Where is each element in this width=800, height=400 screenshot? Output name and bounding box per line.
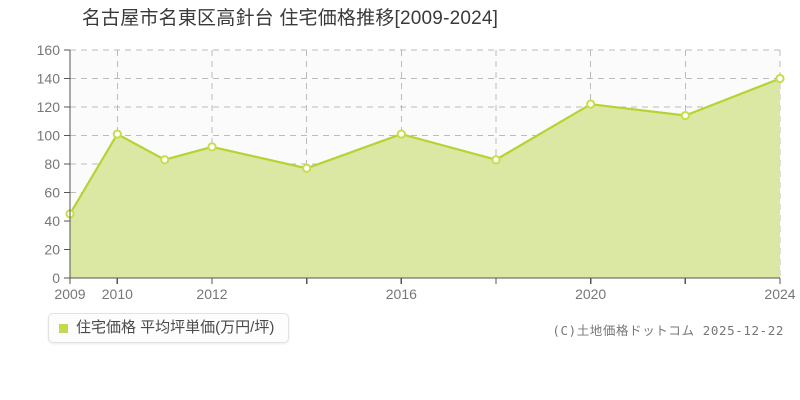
svg-text:2016: 2016 <box>386 286 417 302</box>
svg-text:60: 60 <box>44 185 60 201</box>
svg-text:80: 80 <box>44 156 60 172</box>
legend-item-label: 住宅価格 平均坪単価(万円/坪) <box>76 319 275 336</box>
svg-text:2020: 2020 <box>575 286 606 302</box>
copyright-credit: (C)土地価格ドットコム 2025-12-22 <box>552 323 784 338</box>
svg-text:20: 20 <box>44 242 60 258</box>
area-series-fill <box>70 78 780 278</box>
svg-text:160: 160 <box>37 42 61 58</box>
data-point-markers <box>65 73 785 219</box>
x-axis-tick-labels: 2009 2010 2012 2016 2020 2024 <box>54 278 796 302</box>
svg-text:140: 140 <box>37 71 61 87</box>
svg-text:40: 40 <box>44 213 60 229</box>
svg-text:2009: 2009 <box>54 286 85 302</box>
svg-text:0: 0 <box>52 270 60 286</box>
svg-text:2024: 2024 <box>764 286 795 302</box>
y-axis-tick-labels: 0 20 40 60 80 100 120 140 160 <box>37 42 70 286</box>
svg-text:2012: 2012 <box>196 286 227 302</box>
legend: 住宅価格 平均坪単価(万円/坪) <box>48 313 290 343</box>
chart-title: 名古屋市名東区高針台 住宅価格推移[2009-2024] <box>81 8 499 29</box>
svg-text:2010: 2010 <box>102 286 133 302</box>
legend-color-swatch <box>59 323 68 333</box>
svg-text:100: 100 <box>37 128 61 144</box>
line-series <box>69 77 781 215</box>
svg-text:120: 120 <box>37 99 61 115</box>
